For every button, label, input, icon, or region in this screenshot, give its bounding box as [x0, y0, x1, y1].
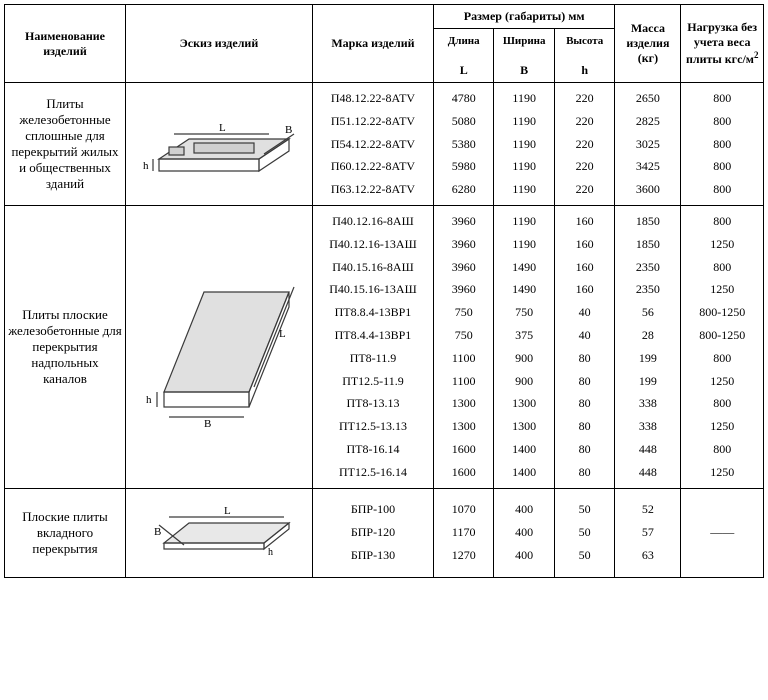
sketch-slab-flat: L B h: [139, 252, 299, 442]
row1-marks: П48.12.22-8АТV П51.12.22-8АТV П54.12.22-…: [312, 83, 433, 206]
row3-B: 400 400 400: [494, 488, 554, 577]
th-name: Наименование изделий: [5, 5, 126, 83]
th-height-label: Высота: [566, 35, 603, 47]
sketch-slab-hollow: L B h: [139, 99, 299, 189]
svg-text:B: B: [154, 526, 161, 538]
row2-mass: 1850 1850 2350 2350 56 28 199 199 338 33…: [615, 205, 681, 488]
table-row: Плиты железобетонные сплошные для перекр…: [5, 83, 764, 206]
th-sketch: Эскиз изделий: [125, 5, 312, 83]
th-width-label: Ширина: [503, 35, 546, 47]
svg-text:L: L: [219, 122, 226, 134]
th-load-text: Нагрузка без учета веса плиты кгс/м: [686, 20, 757, 66]
th-load-sup: 2: [754, 50, 759, 60]
spec-table: Наименование изделий Эскиз изделий Марка…: [4, 4, 764, 578]
row2-marks: П40.12.16-8АШ П40.12.16-13АШ П40.15.16-8…: [312, 205, 433, 488]
row1-desc: Плиты железобетонные сплошные для перекр…: [5, 83, 126, 206]
th-mass: Масса изделия (кг): [615, 5, 681, 83]
th-width: Ширина B: [494, 29, 554, 83]
row2-B: 1190 1190 1490 1490 750 375 900 900 1300…: [494, 205, 554, 488]
row1-load: 800 800 800 800 800: [681, 83, 764, 206]
row2-sketch: L B h: [125, 205, 312, 488]
th-height-sym: h: [581, 63, 588, 77]
row2-h: 160 160 160 160 40 40 80 80 80 80 80 80: [554, 205, 615, 488]
th-length-label: Длина: [448, 35, 480, 47]
th-load: Нагрузка без учета веса плиты кгс/м2: [681, 5, 764, 83]
svg-text:B: B: [285, 124, 292, 136]
row2-desc: Плиты плоские железобетонные для перекры…: [5, 205, 126, 488]
row2-load: 800 1250 800 1250 800-1250 800-1250 800 …: [681, 205, 764, 488]
th-length: Длина L: [433, 29, 493, 83]
row1-mass: 2650 2825 3025 3425 3600: [615, 83, 681, 206]
row1-B: 1190 1190 1190 1190 1190: [494, 83, 554, 206]
table-row: Плоские плиты вкладного перекрытия L B h: [5, 488, 764, 577]
row1-L: 4780 5080 5380 5980 6280: [433, 83, 493, 206]
row3-desc: Плоские плиты вкладного перекрытия: [5, 488, 126, 577]
row3-mass: 52 57 63: [615, 488, 681, 577]
svg-text:h: h: [146, 394, 152, 406]
table-row: Плиты плоские железобетонные для перекры…: [5, 205, 764, 488]
svg-text:L: L: [224, 505, 231, 517]
th-mark: Марка изделий: [312, 5, 433, 83]
row3-marks: БПР-100 БПР-120 БПР-130: [312, 488, 433, 577]
row1-h: 220 220 220 220 220: [554, 83, 615, 206]
row1-sketch: L B h: [125, 83, 312, 206]
svg-text:L: L: [279, 328, 286, 340]
row2-L: 3960 3960 3960 3960 750 750 1100 1100 13…: [433, 205, 493, 488]
row3-sketch: L B h: [125, 488, 312, 577]
sketch-slab-thin: L B h: [139, 493, 299, 573]
th-width-sym: B: [520, 63, 528, 77]
th-height: Высота h: [554, 29, 615, 83]
th-length-sym: L: [460, 63, 468, 77]
row3-h: 50 50 50: [554, 488, 615, 577]
svg-text:B: B: [204, 418, 211, 430]
svg-text:h: h: [143, 160, 149, 172]
row3-L: 1070 1170 1270: [433, 488, 493, 577]
th-dims: Размер (габариты) мм: [433, 5, 614, 29]
row3-load: ——: [681, 488, 764, 577]
svg-text:h: h: [268, 547, 273, 558]
